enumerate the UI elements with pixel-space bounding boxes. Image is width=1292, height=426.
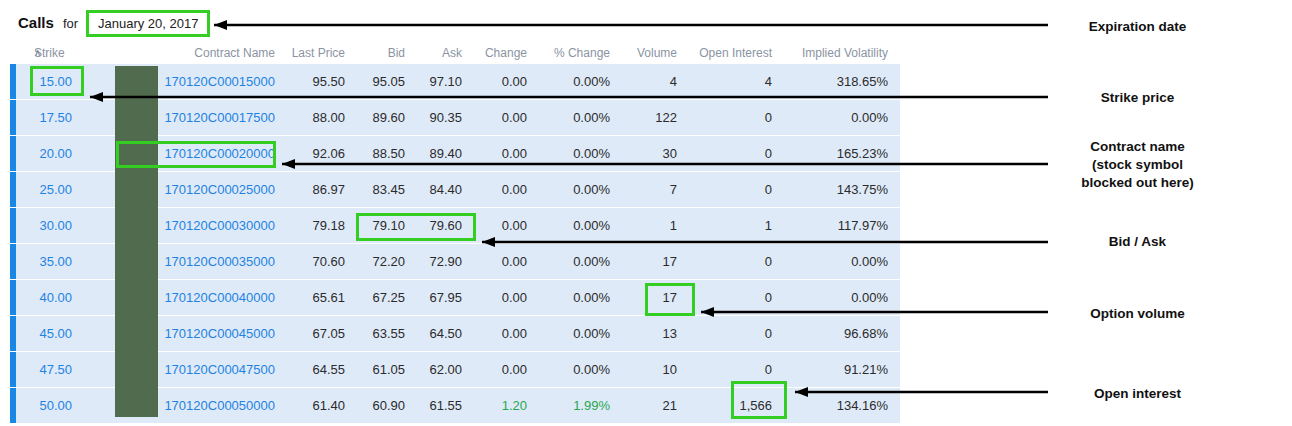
column-header-implied-volatility[interactable]: Implied Volatility bbox=[10, 44, 888, 62]
annotation-expiration-date: Expiration date bbox=[1055, 18, 1220, 36]
annotation-contract-name: Contract name (stock symbol blocked out … bbox=[1055, 138, 1220, 192]
highlight-bid-ask bbox=[356, 213, 476, 241]
options-chain-page: Calls for January 20, 2017 ∧Strike Contr… bbox=[0, 0, 1292, 426]
highlight-volume bbox=[645, 283, 695, 316]
highlight-open-interest bbox=[731, 381, 787, 419]
table-header-row: ∧Strike Contract Name Last Price Bid Ask… bbox=[10, 44, 900, 62]
annotation-option-volume: Option volume bbox=[1055, 305, 1220, 323]
ticker-symbol-blocker bbox=[115, 66, 158, 417]
expiration-date-selector[interactable]: January 20, 2017 bbox=[86, 10, 210, 37]
highlight-strike-price bbox=[30, 66, 84, 96]
title-connector: for bbox=[63, 16, 78, 31]
highlight-contract-name bbox=[116, 141, 276, 168]
annotation-strike-price: Strike price bbox=[1055, 89, 1220, 107]
annotation-bid-ask: Bid / Ask bbox=[1055, 233, 1220, 251]
calls-section-title: Calls bbox=[18, 14, 54, 31]
annotation-open-interest: Open interest bbox=[1055, 385, 1220, 403]
